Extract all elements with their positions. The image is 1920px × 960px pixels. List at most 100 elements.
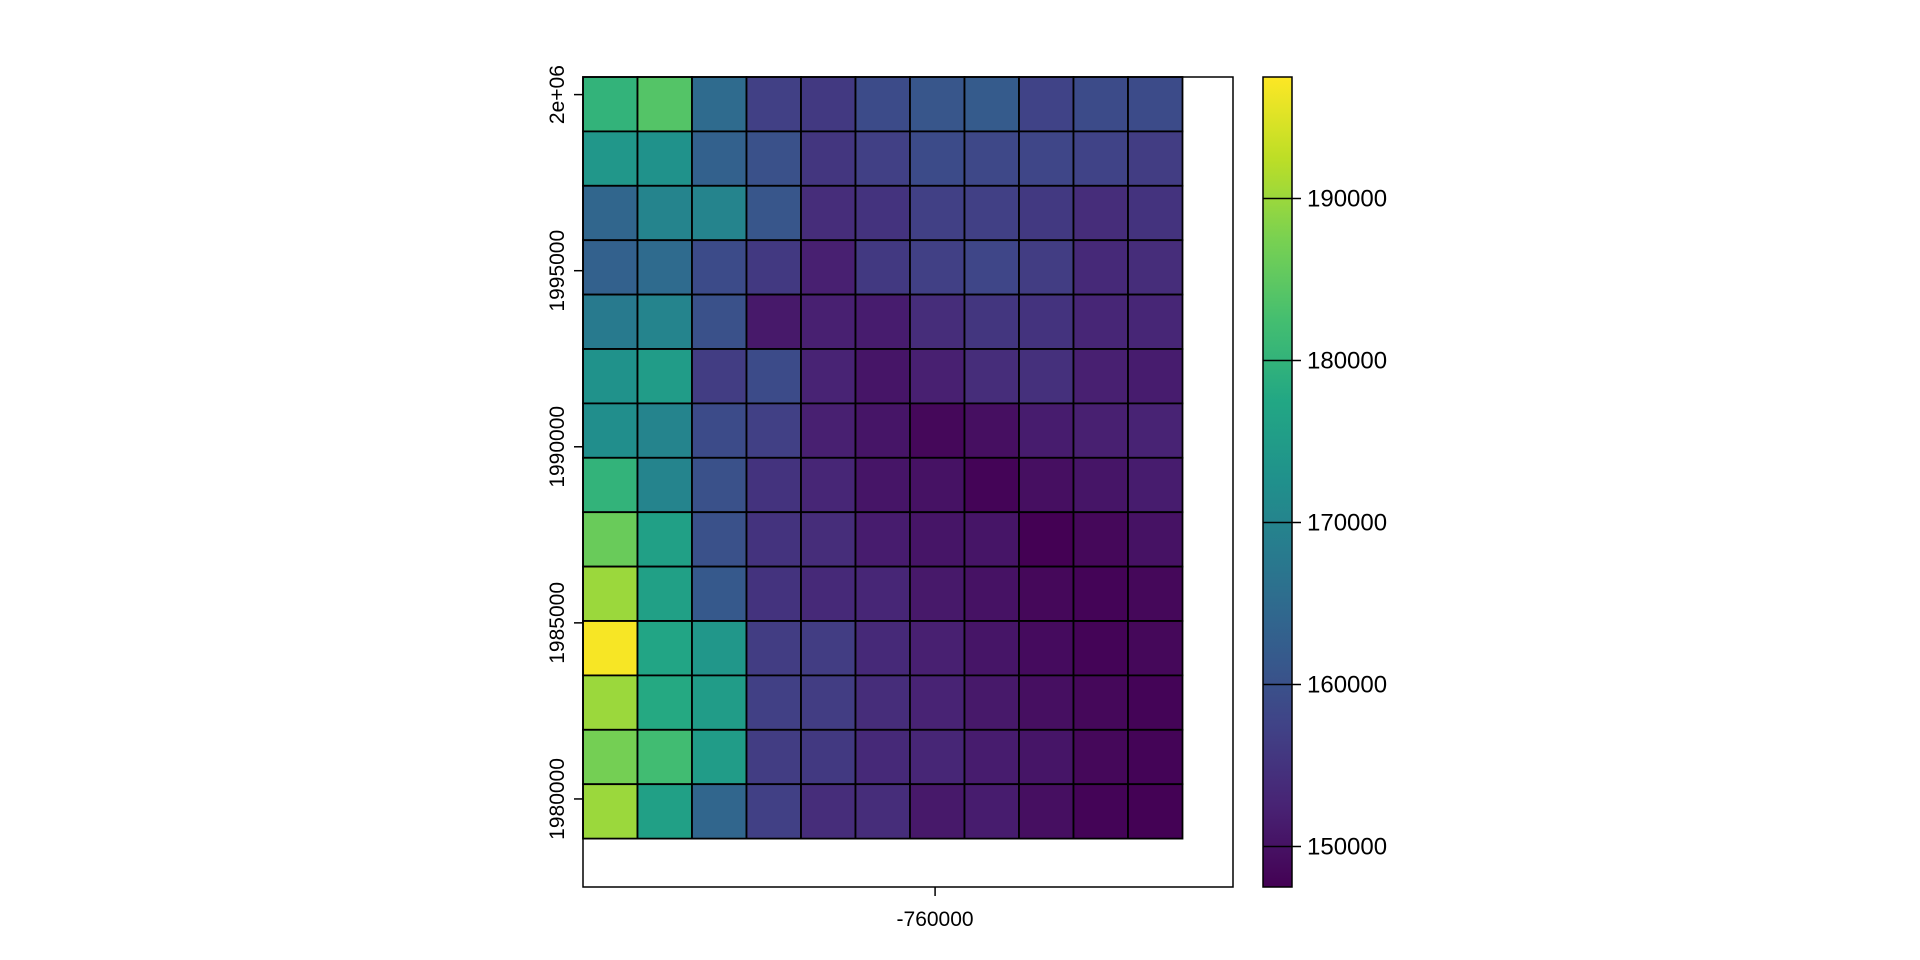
- heatmap-cell: [582, 76, 639, 133]
- plot-frame: [582, 76, 1234, 888]
- heatmap-cell: [963, 783, 1020, 840]
- heatmap-cell: [854, 565, 911, 622]
- heatmap-cell: [745, 348, 802, 405]
- heatmap-cell: [745, 783, 802, 840]
- heatmap-cell: [854, 184, 911, 242]
- heatmap-cell: [691, 620, 748, 677]
- heatmap-cell: [800, 783, 857, 840]
- heatmap-cell: [636, 674, 693, 731]
- heatmap-cell: [1072, 76, 1129, 133]
- heatmap-cell: [1018, 348, 1075, 405]
- heatmap-cell: [963, 565, 1020, 622]
- heatmap-cell: [636, 565, 693, 622]
- heatmap-cell: [909, 728, 966, 786]
- heatmap-cell: [1127, 511, 1184, 568]
- heatmap-cell: [636, 728, 693, 786]
- heatmap-cell: [1018, 456, 1075, 514]
- heatmap-cell: [909, 130, 966, 187]
- heatmap-cell: [1018, 511, 1075, 568]
- heatmap-cell: [909, 620, 966, 677]
- x-tick-label: -760000: [897, 908, 974, 931]
- heatmap-cell: [963, 620, 1020, 677]
- heatmap-cell: [745, 728, 802, 786]
- heatmap-cell: [1127, 76, 1184, 133]
- heatmap-cell: [582, 620, 639, 677]
- heatmap-cell: [1072, 783, 1129, 840]
- heatmap-cell: [1072, 511, 1129, 568]
- x-axis: -760000: [897, 887, 974, 931]
- heatmap-cell: [1072, 402, 1129, 459]
- heatmap-cell: [1072, 184, 1129, 242]
- heatmap-cell: [800, 456, 857, 514]
- heatmap-cell: [691, 674, 748, 731]
- heatmap-cell: [800, 239, 857, 296]
- heatmap-cell: [963, 728, 1020, 786]
- heatmap-cell: [1072, 620, 1129, 677]
- heatmap-cell: [582, 402, 639, 459]
- heatmap-cell: [1018, 565, 1075, 622]
- heatmap-cell: [691, 348, 748, 405]
- heatmap-cell: [800, 76, 857, 133]
- heatmap-cells: [582, 76, 1184, 840]
- heatmap-cell: [800, 728, 857, 786]
- heatmap-cell: [800, 184, 857, 242]
- heatmap-cell: [1127, 239, 1184, 296]
- heatmap-cell: [1072, 728, 1129, 786]
- heatmap-cell: [1127, 620, 1184, 677]
- heatmap-cell: [745, 293, 802, 350]
- heatmap-cell: [854, 674, 911, 731]
- heatmap-cell: [800, 674, 857, 731]
- heatmap-cell: [582, 293, 639, 350]
- heatmap-cell: [909, 184, 966, 242]
- heatmap-cell: [582, 674, 639, 731]
- heatmap-cell: [691, 565, 748, 622]
- heatmap-cell: [1018, 728, 1075, 786]
- heatmap-cell: [1127, 456, 1184, 514]
- heatmap-cell: [636, 348, 693, 405]
- heatmap-cell: [1127, 293, 1184, 350]
- heatmap-cell: [691, 511, 748, 568]
- heatmap-cell: [963, 184, 1020, 242]
- heatmap-cell: [854, 783, 911, 840]
- heatmap-cell: [582, 239, 639, 296]
- colorbar-legend: 150000 160000 170000 180000 190000: [1262, 76, 1387, 888]
- heatmap-cell: [963, 130, 1020, 187]
- heatmap-cell: [636, 402, 693, 459]
- heatmap-cell: [854, 239, 911, 296]
- heatmap-cell: [1018, 76, 1075, 133]
- heatmap-cell: [691, 402, 748, 459]
- heatmap-cell: [1018, 620, 1075, 677]
- heatmap-cell: [691, 239, 748, 296]
- heatmap-cell: [963, 293, 1020, 350]
- heatmap-cell: [582, 783, 639, 840]
- heatmap-cell: [636, 783, 693, 840]
- y-tick-label: 2e+06: [546, 65, 569, 124]
- heatmap-cell: [963, 456, 1020, 514]
- heatmap-cell: [636, 130, 693, 187]
- heatmap-cell: [854, 76, 911, 133]
- heatmap-cell: [1127, 674, 1184, 731]
- heatmap-cell: [1018, 674, 1075, 731]
- heatmap-cell: [636, 456, 693, 514]
- heatmap-cell: [854, 130, 911, 187]
- heatmap-cell: [1127, 130, 1184, 187]
- heatmap-cell: [963, 402, 1020, 459]
- heatmap-cell: [963, 76, 1020, 133]
- heatmap-cell: [800, 620, 857, 677]
- heatmap-cell: [582, 511, 639, 568]
- heatmap-cell: [1018, 293, 1075, 350]
- colorbar-tick-label: 160000: [1307, 672, 1387, 699]
- heatmap-cell: [745, 402, 802, 459]
- heatmap-cell: [909, 565, 966, 622]
- heatmap-cell: [1018, 239, 1075, 296]
- heatmap-cell: [691, 130, 748, 187]
- heatmap-cell: [1018, 783, 1075, 840]
- heatmap-cell: [963, 511, 1020, 568]
- heatmap-cell: [1072, 456, 1129, 514]
- heatmap-cell: [909, 76, 966, 133]
- heatmap-cell: [1018, 130, 1075, 187]
- heatmap-cell: [745, 620, 802, 677]
- heatmap-cell: [854, 728, 911, 786]
- heatmap-cell: [691, 184, 748, 242]
